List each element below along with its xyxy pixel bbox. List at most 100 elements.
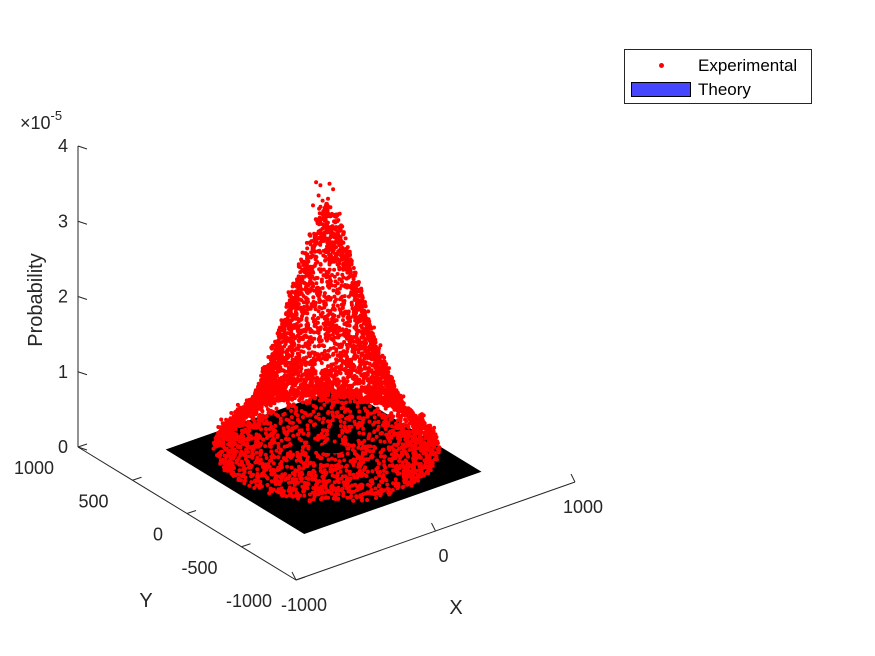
data-point [370,337,375,342]
data-point [405,469,410,473]
data-point [296,287,301,291]
data-point [345,495,350,500]
data-point [383,425,388,429]
data-point [373,358,378,363]
data-point [326,348,331,353]
data-point [374,434,379,439]
data-point [241,467,246,472]
data-point [316,193,321,198]
data-point [289,408,294,413]
data-point [325,283,330,288]
data-point [317,343,322,348]
data-point [333,457,338,462]
data-point [382,439,387,444]
data-point [365,371,370,376]
data-point [332,306,337,311]
z-tick-mark [77,371,88,376]
data-point [357,431,362,435]
data-point [249,474,254,479]
data-point [411,447,415,452]
data-point [337,433,342,438]
data-point [377,412,381,417]
data-point [295,450,300,455]
data-point [344,416,348,421]
data-point [370,380,375,385]
data-point [322,291,327,296]
data-point [263,444,268,449]
data-point [296,347,301,351]
data-point [355,404,360,409]
data-point [266,394,271,399]
data-point [295,454,300,459]
data-point [321,370,325,375]
data-point [296,338,301,343]
data-point [408,440,413,444]
data-point [308,412,313,417]
data-point [346,275,351,280]
data-point [381,468,386,473]
data-point [282,444,287,449]
data-point [265,368,270,373]
data-point [274,406,279,411]
data-point [362,406,367,411]
data-point [319,361,324,365]
data-point [356,415,361,420]
data-point [361,321,366,326]
data-point [311,403,316,408]
data-point [378,450,383,455]
data-point [311,295,316,300]
data-point [268,441,272,446]
data-point [401,469,406,474]
data-point [332,299,337,304]
data-point [304,323,309,327]
data-point [366,378,371,383]
z-tick-mark [77,220,88,225]
data-point [317,267,322,272]
data-point [251,399,256,404]
data-point [327,253,332,258]
data-point [319,406,324,411]
data-point [369,368,374,373]
data-point [263,383,268,388]
data-point [280,368,285,373]
data-point [372,444,377,449]
data-point [339,476,344,481]
data-point [266,355,271,359]
data-point [305,427,310,432]
data-point [324,271,329,276]
data-point [352,419,357,424]
data-point [432,425,437,430]
data-point [295,389,300,393]
data-point [384,432,389,437]
data-point [302,480,307,485]
data-point [289,415,294,420]
data-point [351,472,356,477]
data-point [336,365,341,370]
data-point [336,463,341,468]
data-point [378,439,383,444]
data-point [378,343,383,348]
data-point [285,464,290,469]
data-point [336,399,341,404]
data-point [332,219,336,224]
data-point [317,336,322,341]
data-point [385,482,390,487]
data-point [312,263,317,268]
data-point [234,460,239,465]
data-point [325,279,330,284]
data-point [394,469,399,474]
y-tick-mark [77,443,88,448]
data-point [397,459,402,463]
data-point [359,313,364,318]
data-point [310,316,315,321]
data-point [417,446,422,451]
data-point [344,468,349,473]
data-point [269,472,274,476]
data-point [270,353,275,358]
data-point [323,485,328,490]
data-point [348,459,353,464]
data-point [304,476,309,481]
data-point [341,232,346,237]
data-point [368,479,373,484]
data-point [365,498,370,502]
